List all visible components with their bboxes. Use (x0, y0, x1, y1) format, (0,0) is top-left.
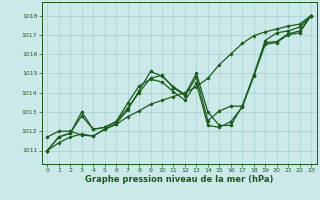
X-axis label: Graphe pression niveau de la mer (hPa): Graphe pression niveau de la mer (hPa) (85, 175, 273, 184)
